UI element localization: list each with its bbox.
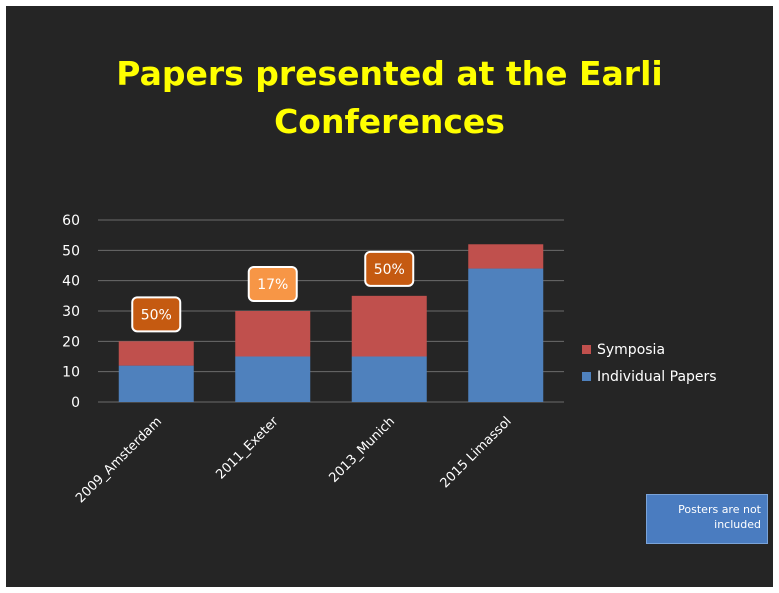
chart-title-line-1: Papers presented at the Earli bbox=[116, 54, 663, 93]
bar-individual-papers-0 bbox=[118, 365, 194, 402]
percent-callout-label: 17% bbox=[257, 277, 288, 293]
posters-note: Posters are not included bbox=[646, 494, 768, 544]
bar-symposia-2 bbox=[351, 295, 427, 357]
legend-swatch-symposia bbox=[582, 345, 591, 354]
stacked-bar-chart: 0 10 20 30 40 50 60 2009_Amsterdam 2011_Exeter 20… bbox=[62, 213, 717, 506]
y-tick-label: 20 bbox=[62, 334, 80, 350]
bar-symposia-3 bbox=[468, 244, 544, 269]
legend-swatch-individual-papers bbox=[582, 372, 591, 381]
legend-label: Symposia bbox=[597, 342, 665, 358]
x-tick-label: 2013_Munich bbox=[326, 414, 398, 486]
percent-callout-label: 50% bbox=[374, 262, 405, 278]
bar-individual-papers-2 bbox=[351, 356, 427, 402]
bar-symposia-0 bbox=[118, 341, 194, 366]
y-tick-label: 60 bbox=[62, 213, 80, 229]
bar-symposia-1 bbox=[235, 311, 311, 357]
y-tick-label: 40 bbox=[62, 274, 80, 290]
y-tick-label: 50 bbox=[62, 243, 80, 259]
chart-title: Papers presented at the Earli Conference… bbox=[6, 50, 773, 146]
y-tick-label: 30 bbox=[62, 304, 80, 320]
percent-callout-box bbox=[364, 250, 415, 287]
percent-callout-box bbox=[131, 296, 182, 333]
x-tick-label: 2011_Exeter bbox=[213, 414, 282, 483]
chart-title-line-2: Conferences bbox=[274, 102, 505, 141]
percent-callout-label: 50% bbox=[141, 307, 172, 323]
bar-individual-papers-3 bbox=[468, 268, 544, 402]
x-tick-label: 2009_Amsterdam bbox=[73, 414, 165, 506]
x-tick-label: 2015 Limassol bbox=[438, 414, 515, 491]
y-tick-label: 10 bbox=[62, 365, 80, 381]
legend-label: Individual Papers bbox=[597, 369, 717, 385]
bar-individual-papers-1 bbox=[235, 356, 311, 402]
slide: Papers presented at the Earli Conference… bbox=[6, 6, 773, 587]
y-tick-label: 0 bbox=[71, 395, 80, 411]
percent-callout-box bbox=[247, 266, 298, 302]
